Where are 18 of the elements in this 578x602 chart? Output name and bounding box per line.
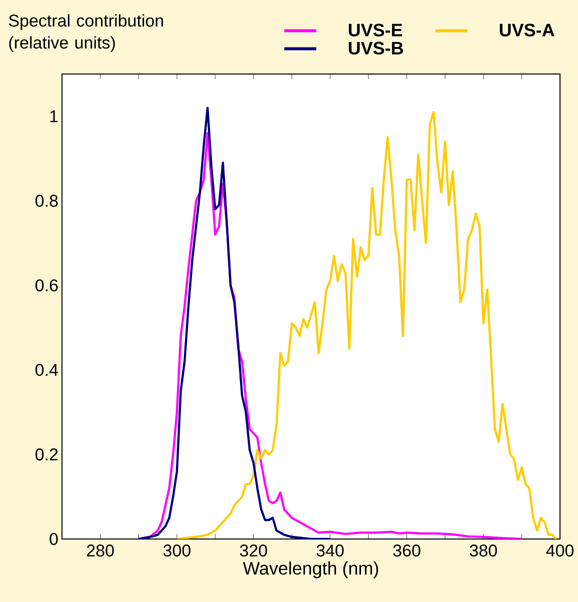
y-tick-label: 0 <box>50 532 58 546</box>
x-tick-label: 280 <box>86 544 114 557</box>
x-tick-label: 380 <box>470 544 497 557</box>
x-axis-title: Wavelength (nm) <box>242 561 378 578</box>
x-tick-label: 400 <box>546 544 574 557</box>
y-tick-label: 0.6 <box>35 279 58 292</box>
x-tick-label: 300 <box>163 544 190 557</box>
x-tick-label: 360 <box>393 544 420 557</box>
y-tick-label: 0.2 <box>35 448 58 460</box>
legend-label: UVS-A <box>500 24 554 36</box>
x-tick-label: 320 <box>240 544 268 557</box>
y-tick-label: 1 <box>50 110 58 122</box>
legend-label: UVS-B <box>348 42 403 55</box>
y-tick-label: 0.8 <box>35 194 58 207</box>
y-tick-label: 0.4 <box>35 364 58 376</box>
legend-label: UVS-E <box>348 24 402 36</box>
y-axis-title: Spectral contribution (relative units) <box>8 14 163 52</box>
x-tick-label: 340 <box>316 544 344 557</box>
